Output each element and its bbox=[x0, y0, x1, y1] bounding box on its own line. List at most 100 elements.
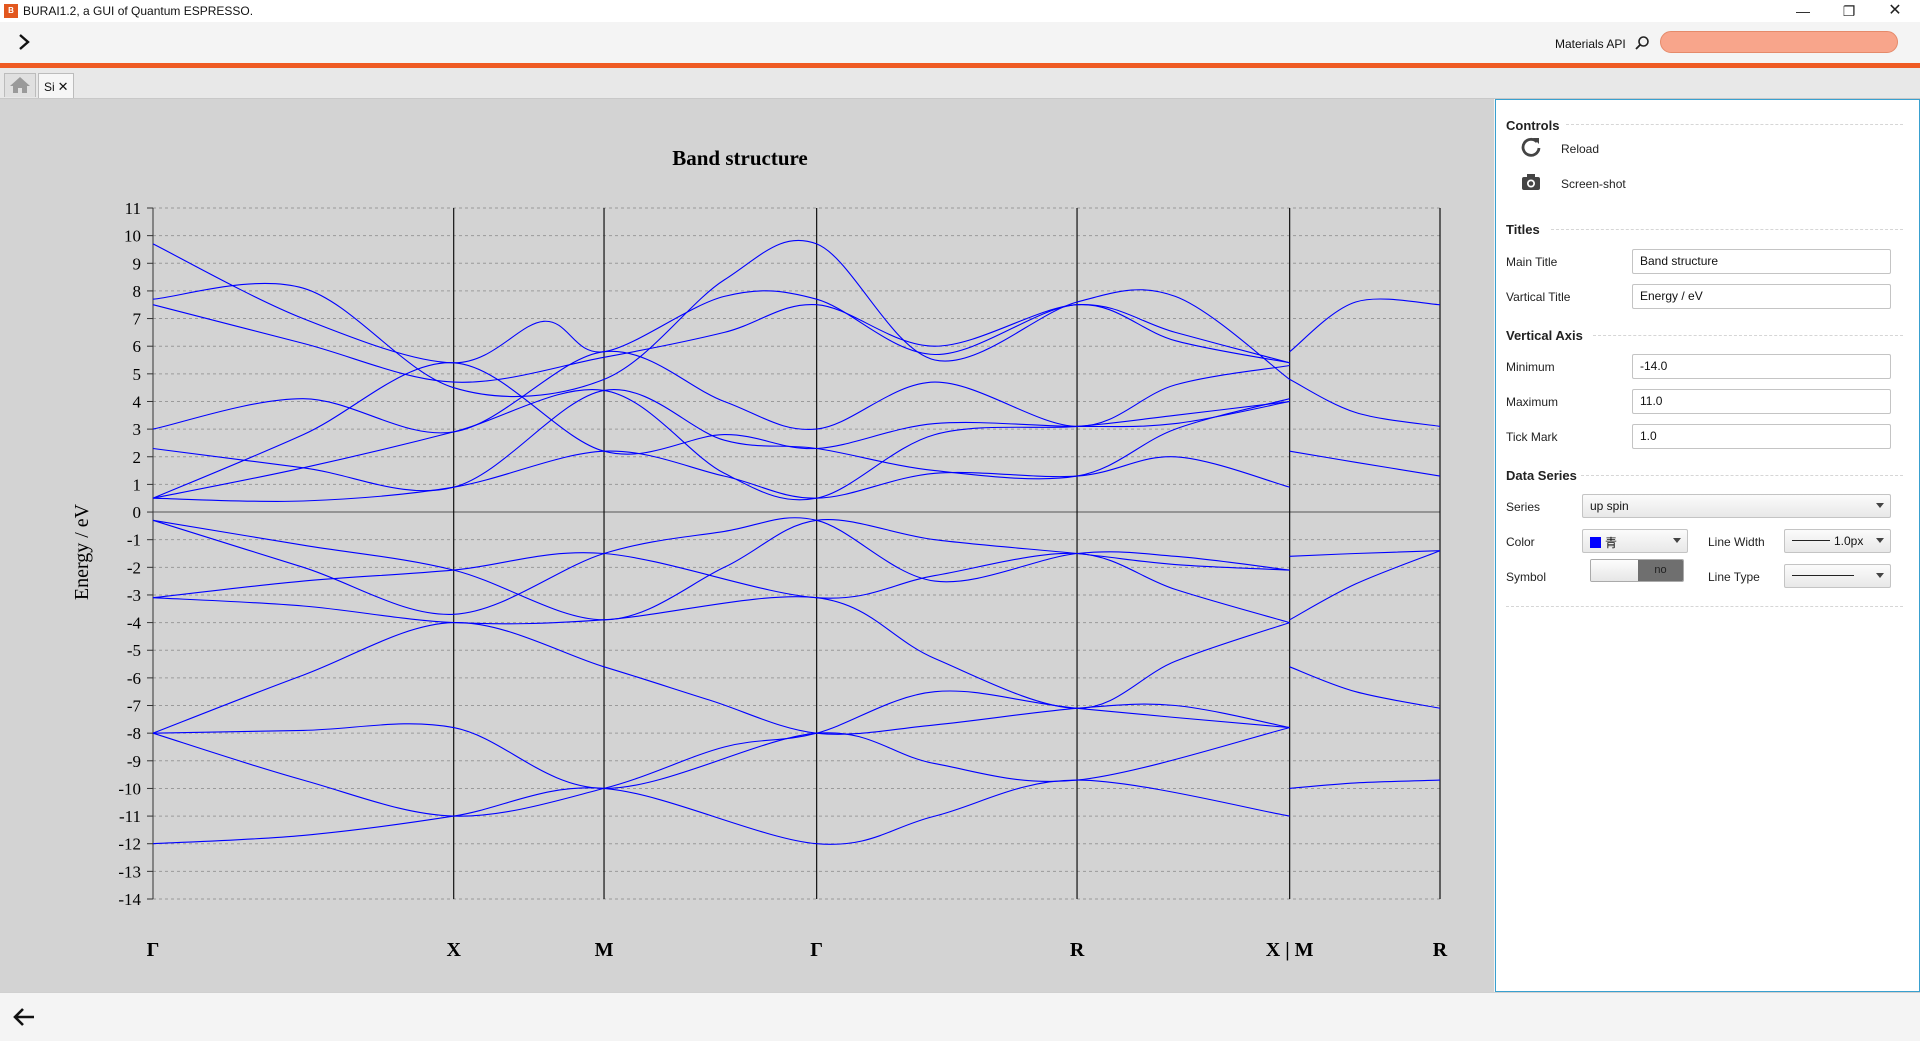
minimum-input[interactable]: -14.0 bbox=[1632, 354, 1891, 379]
axis-labels: -14-13-12-11-10-9-8-7-6-5-4-3-2-10123456… bbox=[118, 199, 1447, 961]
chevron-down-icon bbox=[1876, 573, 1884, 578]
line-width-select[interactable]: 1.0px bbox=[1784, 529, 1891, 553]
minimum-label: Minimum bbox=[1506, 360, 1555, 374]
y-tick-label: 5 bbox=[133, 365, 142, 384]
y-tick-label: 7 bbox=[133, 310, 142, 329]
y-tick-label: -6 bbox=[127, 669, 141, 688]
line-type-select[interactable] bbox=[1784, 564, 1891, 588]
arrow-left-icon[interactable] bbox=[12, 1006, 36, 1028]
y-tick-label: 9 bbox=[133, 254, 142, 273]
color-swatch bbox=[1590, 537, 1601, 548]
kpoint-label: X | M bbox=[1266, 939, 1314, 961]
band-line bbox=[152, 519, 1290, 621]
tab-close-icon[interactable]: ✕ bbox=[57, 79, 69, 94]
y-tick-label: -3 bbox=[127, 586, 141, 605]
vertical-title-label: Vartical Title bbox=[1506, 290, 1571, 304]
band-line bbox=[152, 388, 1290, 501]
chevron-down-icon bbox=[1876, 503, 1884, 508]
kpoint-label: Γ bbox=[147, 939, 160, 961]
band-line bbox=[152, 690, 1290, 817]
toggle-knob bbox=[1591, 560, 1638, 581]
symbol-toggle[interactable]: no bbox=[1590, 559, 1684, 582]
chevron-down-icon bbox=[1673, 538, 1681, 543]
camera-icon[interactable] bbox=[1520, 171, 1542, 193]
tick-mark-input[interactable]: 1.0 bbox=[1632, 424, 1891, 449]
y-tick-label: -11 bbox=[119, 807, 141, 826]
line-type-preview bbox=[1792, 575, 1854, 576]
minimize-button[interactable]: — bbox=[1796, 3, 1810, 19]
band-line bbox=[1289, 550, 1441, 621]
color-label: Color bbox=[1506, 535, 1535, 549]
y-tick-label: 10 bbox=[124, 227, 141, 246]
main-title-label: Main Title bbox=[1506, 255, 1558, 269]
y-tick-label: 2 bbox=[133, 448, 142, 467]
y-tick-label: 6 bbox=[133, 337, 142, 356]
section-divider bbox=[1593, 335, 1903, 336]
y-tick-label: 0 bbox=[133, 503, 142, 522]
symbol-toggle-state: no bbox=[1638, 560, 1683, 581]
tab-si-label: Si bbox=[44, 80, 55, 94]
color-select-value: 青 bbox=[1605, 536, 1618, 550]
y-tick-label: -13 bbox=[118, 862, 141, 881]
chart-y-axis-title: Energy / eV bbox=[71, 503, 93, 600]
section-controls-title: Controls bbox=[1506, 118, 1560, 133]
materials-api-search-input[interactable] bbox=[1660, 31, 1898, 53]
y-tick-label: 11 bbox=[125, 199, 141, 218]
band-line bbox=[152, 304, 1290, 383]
line-width-value: 1.0px bbox=[1834, 534, 1864, 548]
chevron-down-icon bbox=[1876, 538, 1884, 543]
y-tick-label: -2 bbox=[127, 558, 141, 577]
band-line bbox=[152, 596, 1290, 709]
maximum-input[interactable]: 11.0 bbox=[1632, 389, 1891, 414]
band-line bbox=[152, 622, 1290, 735]
section-data-series-title: Data Series bbox=[1506, 468, 1577, 483]
section-vertical-axis-title: Vertical Axis bbox=[1506, 328, 1583, 343]
kpoint-label: X bbox=[446, 939, 461, 961]
y-tick-label: 3 bbox=[133, 420, 142, 439]
home-icon bbox=[10, 77, 30, 93]
series-select[interactable]: up spin bbox=[1582, 494, 1891, 518]
y-tick-label: -1 bbox=[127, 531, 141, 550]
chevron-right-icon[interactable] bbox=[14, 32, 34, 52]
vertical-title-input[interactable]: Energy / eV bbox=[1632, 284, 1891, 309]
band-line bbox=[152, 388, 1290, 492]
band-lines bbox=[152, 239, 1441, 845]
search-icon[interactable] bbox=[1634, 35, 1650, 51]
line-type-label: Line Type bbox=[1708, 570, 1760, 584]
window-titlebar: B BURAI1.2, a GUI of Quantum ESPRESSO. —… bbox=[0, 0, 1920, 22]
line-width-label: Line Width bbox=[1708, 535, 1765, 549]
toolbar: Materials API bbox=[0, 22, 1920, 63]
reload-icon[interactable] bbox=[1520, 136, 1542, 158]
y-tick-label: 1 bbox=[133, 475, 142, 494]
screenshot-button[interactable]: Screen-shot bbox=[1561, 177, 1626, 191]
band-structure-chart: -14 -13 -12 -11 -10 -9 -8 -7 -6 -5 -4 -3 -2 -1 0 1 2 3 4 5 6… bbox=[0, 99, 1494, 992]
status-bar bbox=[0, 992, 1920, 1041]
kpoint-label: M bbox=[595, 939, 614, 961]
color-select[interactable]: 青 bbox=[1582, 529, 1688, 553]
section-divider bbox=[1566, 124, 1903, 125]
y-tick-label: -14 bbox=[118, 890, 141, 909]
tab-si[interactable]: Si ✕ bbox=[38, 73, 74, 98]
kpoint-label: Γ bbox=[810, 939, 823, 961]
band-line bbox=[152, 350, 1290, 434]
band-line bbox=[152, 723, 1290, 789]
y-tick-label: -12 bbox=[118, 835, 141, 854]
close-window-button[interactable]: ✕ bbox=[1888, 2, 1902, 19]
line-width-preview bbox=[1792, 540, 1830, 541]
y-tick-label: -10 bbox=[118, 779, 141, 798]
band-line bbox=[1289, 550, 1441, 557]
tick-mark-label: Tick Mark bbox=[1506, 430, 1558, 444]
y-tick-label: -9 bbox=[127, 752, 141, 771]
kpoint-label: R bbox=[1433, 939, 1448, 961]
maximize-button[interactable]: ❐ bbox=[1842, 3, 1856, 19]
band-line bbox=[152, 362, 1290, 499]
section-titles-title: Titles bbox=[1506, 222, 1540, 237]
band-line bbox=[1289, 298, 1441, 353]
window-title: BURAI1.2, a GUI of Quantum ESPRESSO. bbox=[23, 4, 254, 18]
tab-home[interactable] bbox=[4, 73, 36, 97]
y-tick-label: -7 bbox=[127, 697, 142, 716]
series-label: Series bbox=[1506, 500, 1541, 514]
main-title-input[interactable]: Band structure bbox=[1632, 249, 1891, 274]
reload-button[interactable]: Reload bbox=[1561, 142, 1600, 156]
band-line bbox=[1289, 779, 1441, 789]
